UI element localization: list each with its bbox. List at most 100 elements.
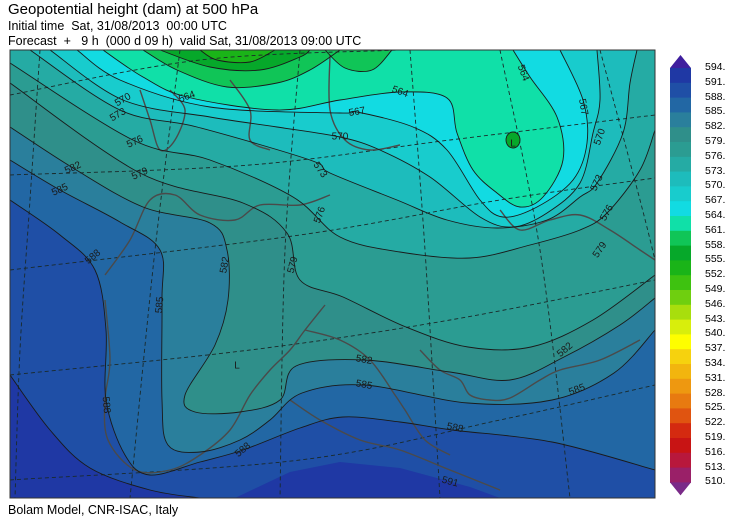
colorbar-swatch — [670, 349, 691, 365]
contour-576 — [9, 62, 656, 259]
contour-561 — [142, 49, 341, 89]
contour-591 — [9, 374, 201, 499]
colorbar-label: 594. — [705, 61, 726, 73]
colorbar-swatch — [670, 393, 691, 409]
colorbar-label: 549. — [705, 283, 726, 295]
colorbar-swatch — [670, 97, 691, 113]
colorbar-swatch — [670, 319, 691, 335]
colorbar-swatch — [670, 127, 691, 143]
colorbar-swatch — [670, 68, 691, 84]
colorbar-swatch — [670, 112, 691, 128]
graticule-line — [129, 49, 181, 499]
contour-573 — [29, 49, 638, 229]
contour-label: 567 — [348, 105, 367, 119]
coastline — [229, 79, 271, 151]
contour-label: 585 — [355, 378, 374, 392]
low-marker: L — [510, 139, 516, 150]
contour-label: 570 — [332, 132, 349, 143]
coastline — [499, 209, 656, 261]
coastline — [289, 399, 501, 491]
colorbar-bottom-arrow — [670, 482, 691, 496]
colorbar-label: 585. — [705, 105, 726, 118]
contour-lines — [9, 49, 656, 499]
colorbar-swatch — [670, 156, 691, 173]
colorbar-label: 510. — [705, 475, 726, 488]
forecast-time: Forecast + 9 h (000 d 09 h) valid Sat, 3… — [8, 34, 362, 48]
colorbar-label: 534. — [705, 357, 726, 369]
contour-567 — [76, 49, 589, 218]
colorbar-label: 573. — [705, 164, 726, 177]
colorbar-swatch — [670, 142, 691, 158]
colorbar-label: 546. — [705, 297, 726, 310]
graticule-line — [9, 279, 656, 376]
colorbar-swatch — [670, 408, 691, 424]
low-marker: L — [234, 361, 240, 372]
colorbar-swatch — [670, 186, 691, 202]
colorbar-swatch — [670, 245, 691, 261]
model-credit: Bolam Model, CNR-ISAC, Italy — [8, 503, 179, 517]
colorbar-swatch — [670, 82, 691, 99]
contour-579 — [9, 82, 656, 351]
graticule-line — [9, 384, 656, 481]
colorbar-swatch — [670, 171, 691, 187]
graticule-line — [499, 49, 571, 499]
contour-label: 588 — [100, 396, 112, 414]
graticule-line — [14, 49, 41, 499]
colorbar-label: 555. — [705, 253, 726, 266]
colorbar-label: 516. — [705, 445, 726, 458]
contour-label: 591 — [440, 475, 459, 490]
contour-label: 579 — [286, 255, 301, 274]
contour-585 — [9, 159, 656, 453]
coastline — [104, 192, 331, 276]
colorbar-label: 564. — [705, 209, 726, 221]
colorbar-label: 576. — [705, 149, 726, 162]
colorbar-label: 522. — [705, 416, 726, 429]
colorbar-swatch — [670, 378, 691, 395]
contour-label: 588 — [446, 421, 465, 435]
contour-label: 585 — [154, 296, 166, 314]
low-center-blob — [505, 131, 521, 149]
colorbar-label: 567. — [705, 194, 726, 207]
coastline — [304, 329, 451, 456]
colorbar-label: 561. — [705, 223, 726, 236]
colorbar-swatch — [670, 230, 691, 247]
contour-label: 582 — [218, 255, 232, 274]
colorbar-swatch — [670, 201, 691, 217]
contour-570 — [49, 49, 601, 228]
contour-588 — [9, 199, 656, 476]
colorbar-label: 588. — [705, 90, 726, 103]
colorbar-label: 531. — [705, 371, 726, 384]
colorbar-top-arrow — [670, 55, 691, 68]
contour-582 — [9, 126, 656, 415]
colorbar — [670, 55, 691, 496]
coastline — [103, 299, 326, 474]
band-561 — [103, 50, 564, 208]
contour-bands — [10, 50, 655, 498]
colorbar-label: 552. — [705, 268, 726, 281]
colorbar-swatch — [670, 216, 691, 232]
colorbar-label: 579. — [705, 135, 726, 147]
contour-558 — [159, 49, 311, 72]
colorbar-swatch — [670, 364, 691, 380]
colorbar-label: 582. — [705, 120, 726, 133]
contour-label: 567 — [576, 98, 590, 117]
contour-564 — [102, 49, 565, 208]
coastline — [139, 89, 186, 152]
colorbar-swatch — [670, 290, 691, 306]
colorbar-swatch — [670, 334, 691, 350]
graticule-line — [599, 49, 656, 261]
colorbar-label: 525. — [705, 401, 726, 414]
colorbar-label: 528. — [705, 386, 726, 399]
colorbar-swatch — [670, 467, 691, 483]
colorbar-label: 570. — [705, 179, 726, 192]
colorbar-swatch — [670, 423, 691, 439]
graticule-line — [9, 114, 656, 176]
map-title: Geopotential height (dam) at 500 hPa — [8, 1, 259, 18]
colorbar-swatch — [670, 260, 691, 276]
contour-label: 582 — [355, 353, 374, 367]
colorbar-label: 558. — [705, 238, 726, 251]
map-frame — [9, 49, 656, 499]
colorbar-swatch — [670, 304, 691, 321]
colorbar-swatch — [670, 452, 691, 469]
